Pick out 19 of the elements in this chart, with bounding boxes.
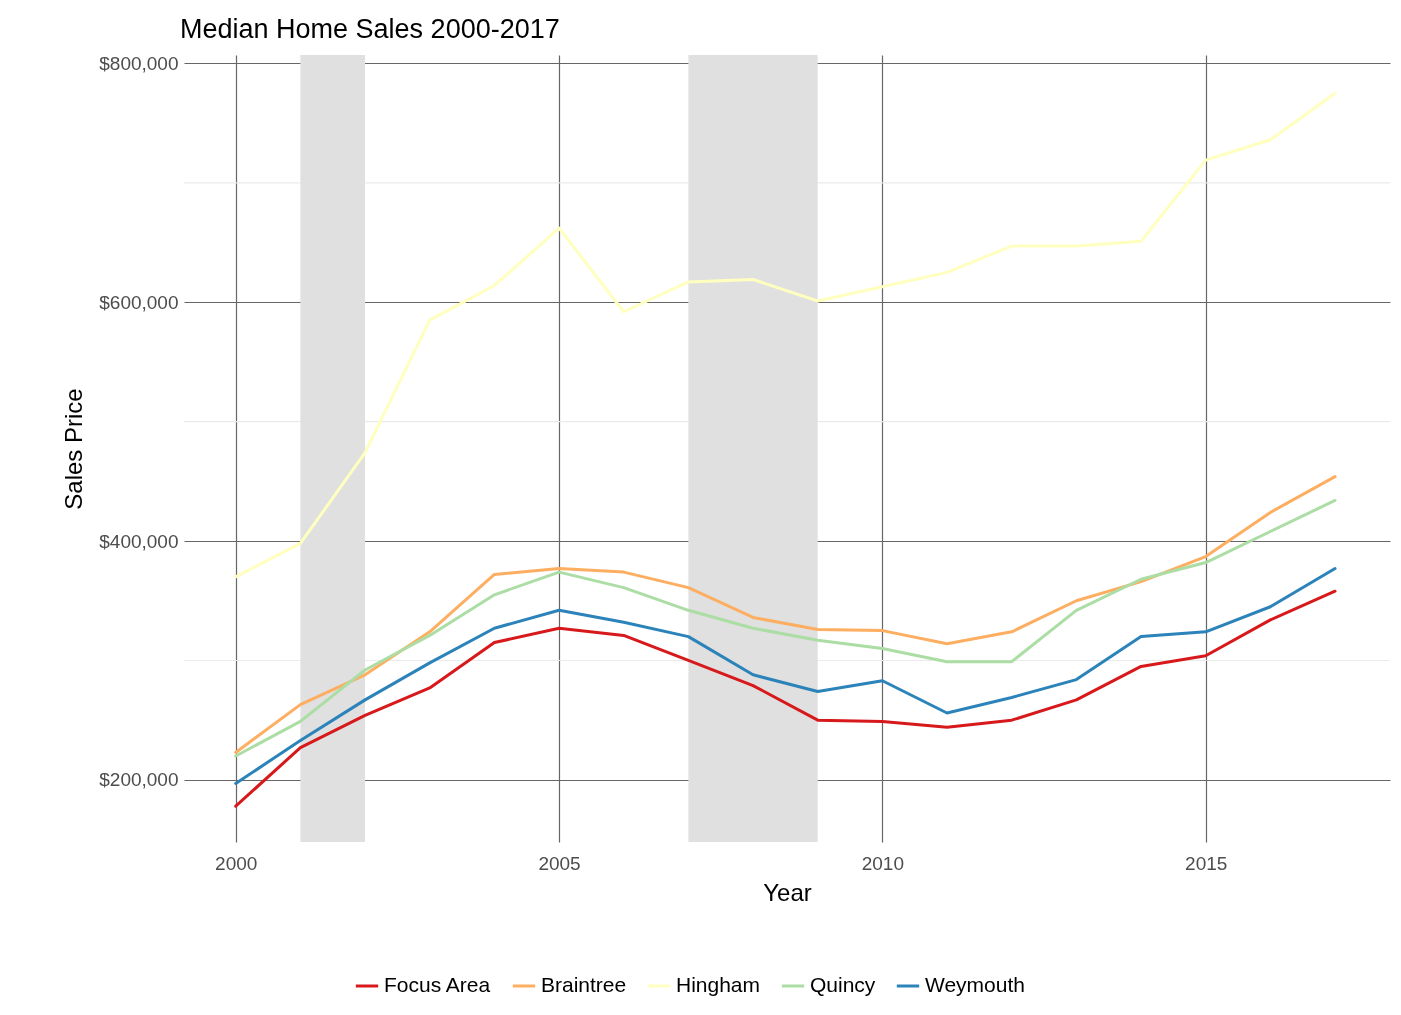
line-series (234, 567, 1337, 785)
x-tick-label: 2005 (538, 852, 581, 874)
line-series (234, 91, 1337, 579)
y-tick-label: $200,000 (99, 769, 179, 791)
legend-label: Weymouth (925, 973, 1025, 996)
legend-label: Hingham (676, 973, 761, 996)
line-series (234, 589, 1337, 808)
x-tick-label: 2000 (215, 852, 258, 874)
y-tick-label: $600,000 (99, 291, 179, 313)
chart-title: Median Home Sales 2000-2017 (180, 14, 560, 45)
legend-label: Quincy (810, 973, 876, 996)
legend-label: Braintree (541, 973, 627, 996)
y-tick-label: $400,000 (99, 530, 179, 552)
x-axis-title: Year (763, 878, 812, 906)
y-axis-title: Sales Price (60, 388, 88, 510)
x-tick-label: 2015 (1185, 852, 1228, 874)
y-tick-label: $800,000 (99, 52, 179, 74)
legend-label: Focus Area (384, 973, 491, 996)
x-tick-label: 2010 (861, 852, 905, 874)
